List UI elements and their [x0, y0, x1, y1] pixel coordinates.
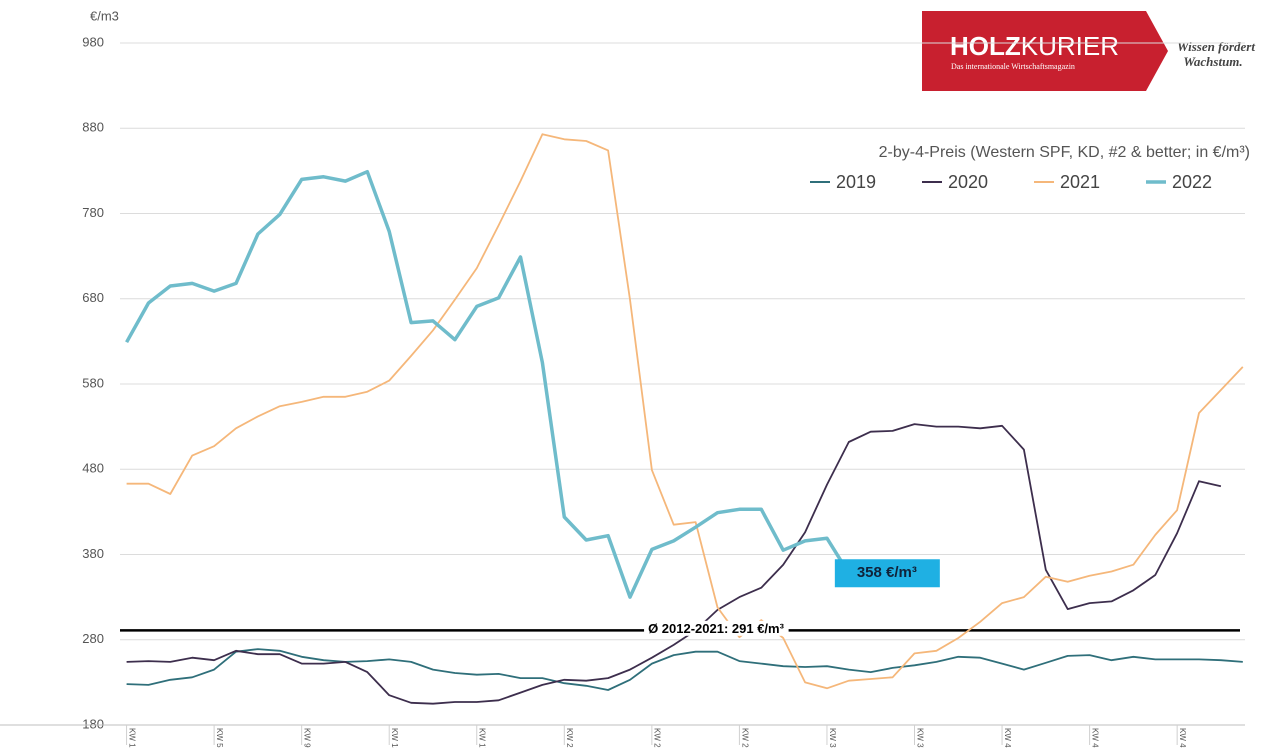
series-line [125, 169, 851, 599]
grid: 180 280 380 480 580 680 780 880 980 KW 1 KW 5 KW 9 K… [0, 34, 1245, 748]
y-tick-label: 480 [82, 461, 104, 476]
x-tick-label: KW 5 [215, 728, 224, 748]
x-tick-label: KW 37 [915, 728, 924, 748]
y-tick-label: 280 [82, 631, 104, 646]
average-label-bg [644, 620, 789, 636]
y-tick-label: 680 [82, 290, 104, 305]
legend-label: 2020 [948, 172, 988, 192]
y-tick-label: 980 [82, 34, 104, 49]
x-tick-label: KW 29 [740, 728, 749, 748]
y-tick-label: 580 [82, 375, 104, 390]
y-tick-label: 180 [82, 716, 104, 731]
logo-slogan: Wachstum. [1183, 54, 1242, 69]
logo-name: HOLZKURIER [950, 31, 1119, 61]
logo-badge [922, 11, 1168, 91]
series-line [126, 648, 1243, 691]
logo-tagline: Das internationale Wirtschaftsmagazin [951, 62, 1075, 71]
y-axis-unit: €/m3 [90, 8, 119, 23]
legend-label: 2022 [1172, 172, 1212, 192]
y-tick-label: 380 [82, 546, 104, 561]
x-tick-label: KW 45 [1090, 728, 1099, 748]
series-line [126, 133, 1244, 690]
x-tick-label: KW 41 [1003, 728, 1012, 748]
legend-label: 2019 [836, 172, 876, 192]
lines [125, 133, 1244, 705]
x-tick-label: KW 49 [1178, 728, 1187, 748]
legend: 2019 2020 2021 2022 [810, 172, 1212, 192]
series-line [126, 423, 1222, 705]
legend-label: 2021 [1060, 172, 1100, 192]
logo-slogan: Wissen fördert [1177, 39, 1255, 54]
chart-title: 2-by-4-Preis (Western SPF, KD, #2 & bett… [879, 144, 1250, 161]
value-label: 358 €/m³ [857, 564, 917, 581]
labels: Ø 2012-2021: 291 €/m³ 358 €/m³ [644, 559, 940, 636]
x-tick-label: KW 21 [565, 728, 574, 748]
x-tick-label: KW 9 [303, 728, 312, 748]
x-tick-label: KW 33 [828, 728, 837, 748]
x-tick-label: KW 1 [127, 728, 136, 748]
x-tick-label: KW 25 [653, 728, 662, 748]
average-label: Ø 2012-2021: 291 €/m³ [648, 621, 785, 636]
value-label-box [834, 559, 940, 588]
x-tick-label: KW 13 [390, 728, 399, 748]
y-tick-label: 780 [82, 205, 104, 220]
x-tick-label: KW 17 [478, 728, 487, 748]
logo: HOLZKURIER Das internationale Wirtschaft… [922, 11, 1255, 91]
y-tick-label: 880 [82, 120, 104, 135]
